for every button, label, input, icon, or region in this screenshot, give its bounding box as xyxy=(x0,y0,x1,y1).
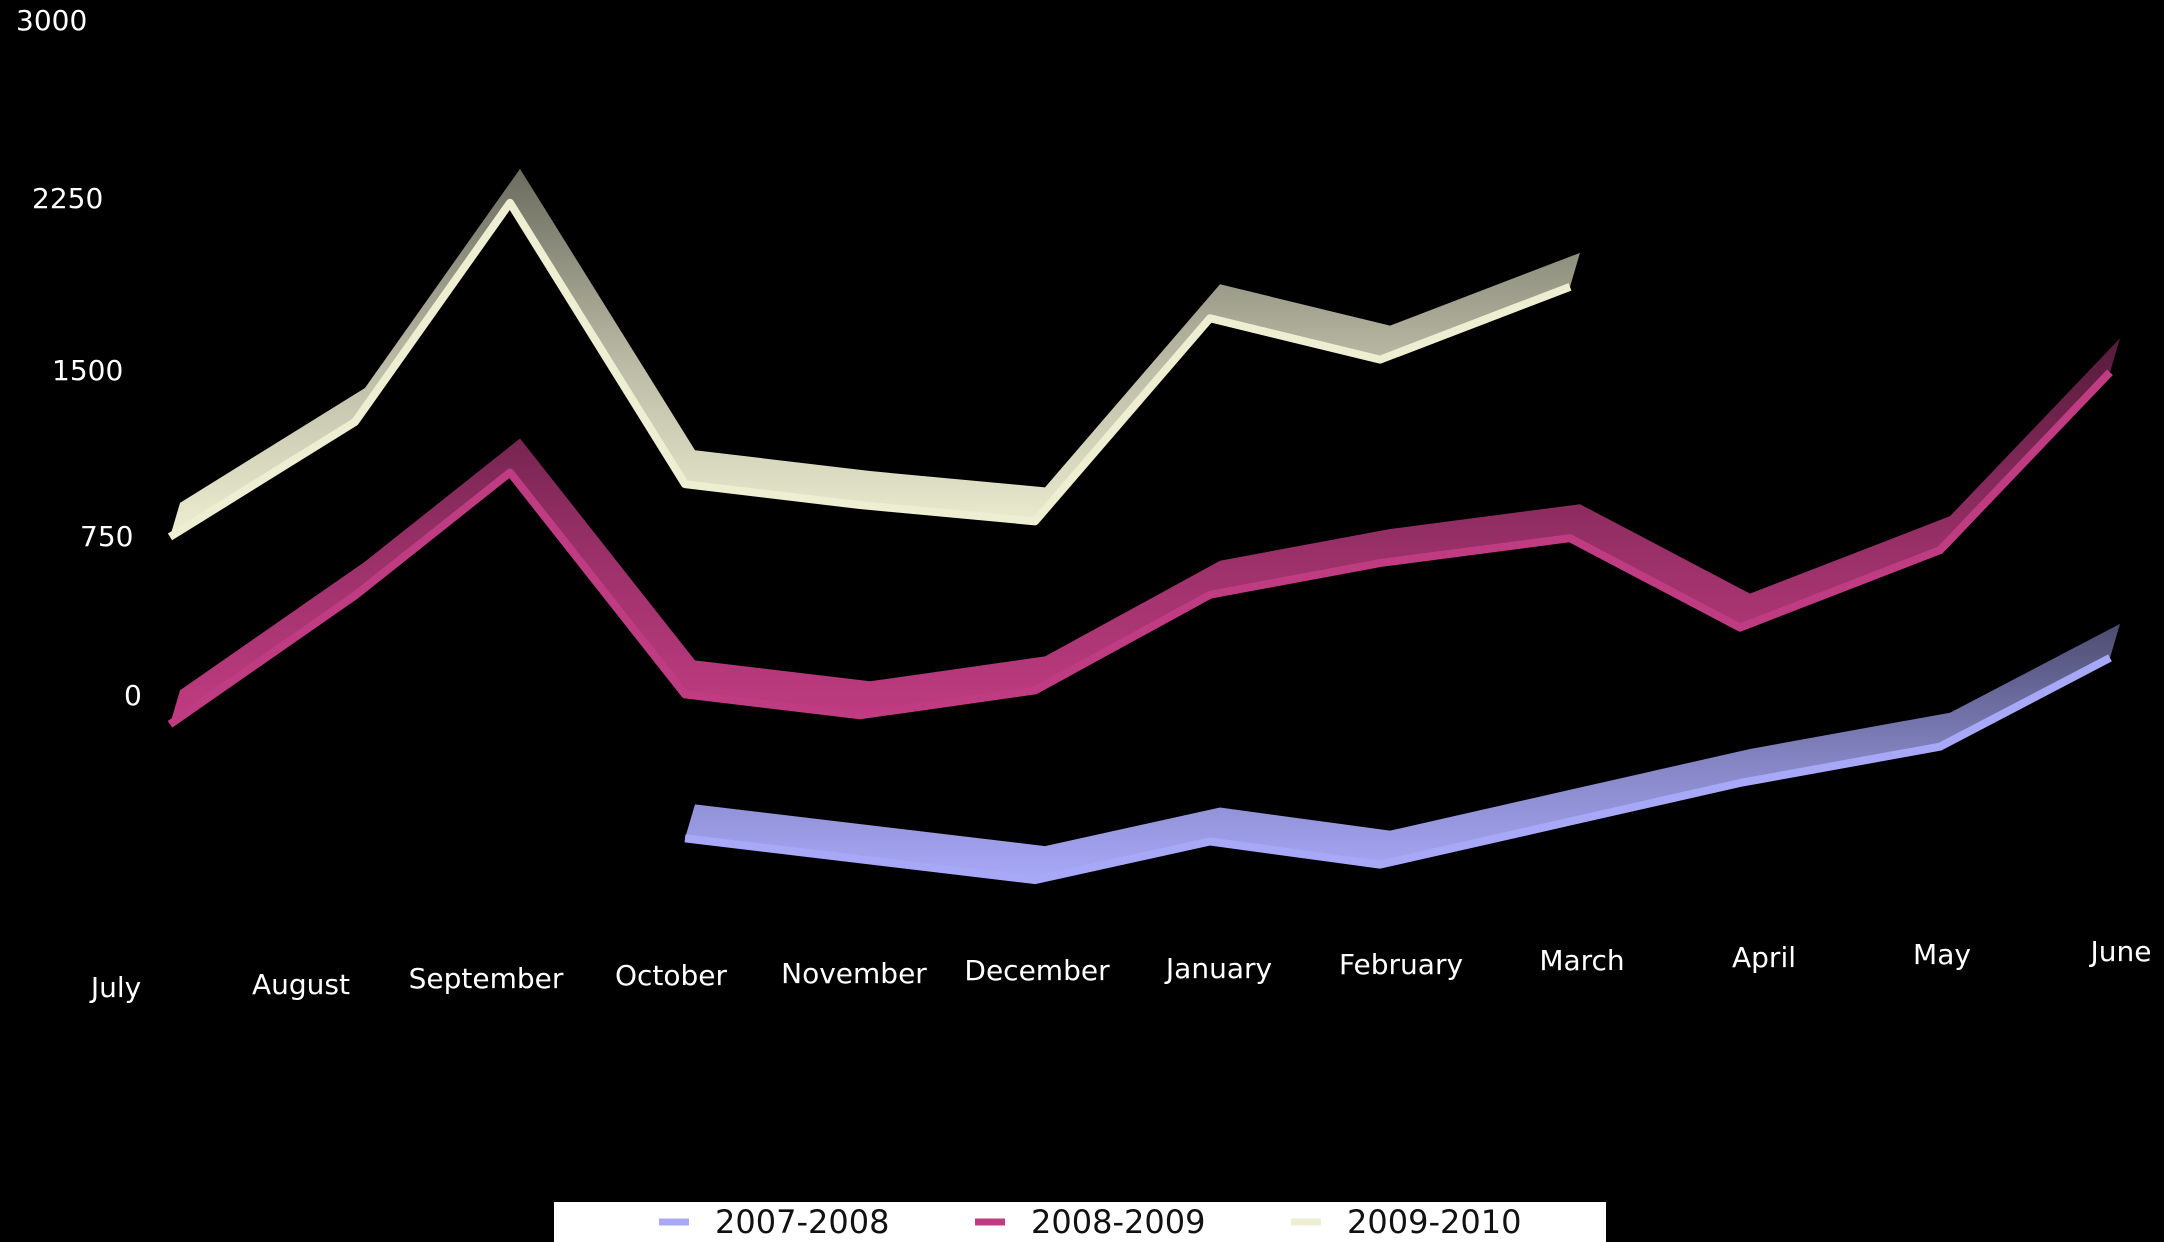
data-point xyxy=(857,695,863,701)
y-tick-label: 750 xyxy=(80,520,133,553)
data-point xyxy=(1207,298,1213,304)
data-point xyxy=(352,576,358,582)
data-point xyxy=(682,674,688,680)
data-point xyxy=(857,485,863,491)
x-tick-label: March xyxy=(1539,944,1624,977)
series-2009-2010 xyxy=(167,168,1580,541)
y-tick-label: 1500 xyxy=(52,354,123,387)
legend: 2007-2008 2008-2009 2009-2010 xyxy=(554,1202,1606,1242)
data-point xyxy=(1377,340,1383,346)
series-2007-2008 xyxy=(682,623,2120,885)
legend-label: 2009-2010 xyxy=(1347,1203,1521,1241)
x-tick-label: June xyxy=(2089,935,2152,968)
data-point xyxy=(1032,670,1038,676)
legend-label: 2008-2009 xyxy=(1031,1203,1205,1241)
y-axis: 3000 2250 1500 750 0 xyxy=(16,4,142,712)
series-line xyxy=(167,198,1572,541)
data-point xyxy=(1377,543,1383,549)
data-point xyxy=(167,517,173,523)
data-point xyxy=(507,183,513,189)
data-point xyxy=(167,704,173,710)
x-tick-label: April xyxy=(1732,941,1796,974)
data-point xyxy=(1737,608,1743,614)
data-point xyxy=(857,839,863,845)
y-tick-label: 2250 xyxy=(32,182,103,215)
series-line xyxy=(684,654,2112,885)
legend-label: 2007-2008 xyxy=(715,1203,889,1241)
x-axis: July August September October November D… xyxy=(89,935,2152,1004)
x-tick-label: November xyxy=(781,957,927,990)
x-tick-label: February xyxy=(1339,948,1463,981)
data-point xyxy=(1567,518,1573,524)
data-point xyxy=(352,402,358,408)
x-tick-label: August xyxy=(252,968,350,1001)
series-ribbon xyxy=(170,338,2120,725)
data-point xyxy=(1567,802,1573,808)
data-point xyxy=(682,818,688,824)
data-point xyxy=(2107,352,2113,358)
data-point xyxy=(1737,763,1743,769)
data-point xyxy=(1567,267,1573,273)
x-tick-label: October xyxy=(615,959,728,992)
y-tick-label: 3000 xyxy=(16,4,87,37)
x-tick-label: January xyxy=(1164,952,1272,985)
y-tick-label: 0 xyxy=(124,679,142,712)
data-point xyxy=(1207,575,1213,581)
data-point xyxy=(682,464,688,470)
x-tick-label: May xyxy=(1913,938,1971,971)
x-tick-label: July xyxy=(89,971,141,1004)
data-point xyxy=(1207,822,1213,828)
data-point xyxy=(1937,727,1943,733)
data-point xyxy=(1377,845,1383,851)
x-tick-label: December xyxy=(964,954,1110,987)
data-point xyxy=(507,453,513,459)
data-point xyxy=(2107,638,2113,644)
legend-box xyxy=(554,1202,1606,1242)
series-layer xyxy=(167,168,2120,885)
series-2008-2009 xyxy=(167,338,2120,728)
data-point xyxy=(1937,530,1943,536)
series-line xyxy=(167,369,2113,728)
data-point xyxy=(1032,501,1038,507)
x-tick-label: September xyxy=(409,962,564,995)
data-point xyxy=(1032,860,1038,866)
